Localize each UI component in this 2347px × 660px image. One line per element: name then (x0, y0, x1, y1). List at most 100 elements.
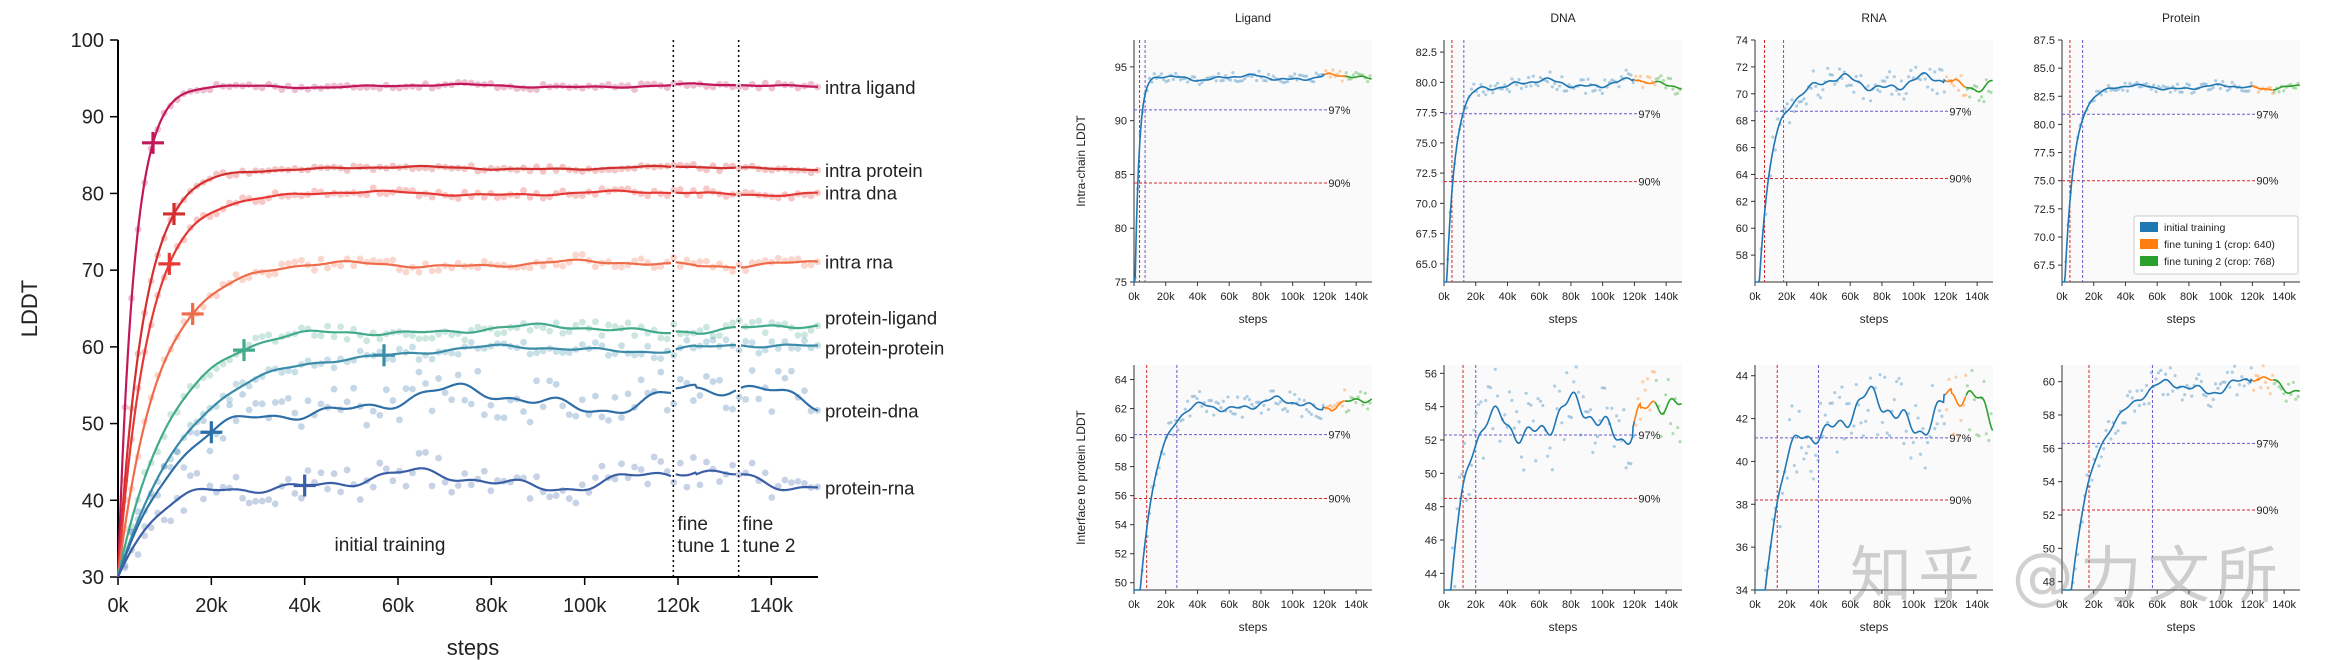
scatter-point (578, 396, 586, 404)
panel-scatter-point (1902, 441, 1906, 446)
panel-x-label: steps (1860, 312, 1889, 326)
scatter-point (213, 365, 220, 372)
scatter-point (350, 384, 358, 392)
panel-scatter-point (2114, 88, 2118, 93)
panel-scatter-point (1214, 79, 1218, 83)
panel-scatter-point (1833, 391, 1837, 395)
panel-x-tick-label: 20k (1157, 291, 1175, 303)
series-label: protein-ligand (825, 307, 937, 328)
threshold-90-label: 90% (1328, 494, 1350, 506)
panel-scatter-point (1262, 78, 1266, 83)
panel-scatter-point (2128, 390, 2132, 394)
scatter-point (703, 373, 710, 380)
panel-scatter-point (1510, 398, 1514, 402)
scatter-point (598, 332, 606, 339)
scatter-point (631, 463, 638, 471)
scatter-point (389, 356, 397, 363)
scatter-point (592, 263, 599, 271)
panel-scatter-point (1476, 403, 1481, 407)
scatter-point (807, 261, 815, 269)
panel-scatter-point (1676, 426, 1680, 430)
panel-scatter-point (1977, 434, 1981, 438)
panel-scatter-point (1899, 382, 1904, 386)
scatter-point (761, 329, 769, 337)
scatter-point (402, 268, 410, 276)
panel-scatter-point (1923, 77, 1927, 81)
panel-y-tick-label: 42 (1736, 414, 1748, 426)
panel-scatter-point (2085, 473, 2089, 477)
panel-scatter-point (1255, 400, 1259, 404)
panel-scatter-point (1288, 75, 1292, 79)
scatter-point (258, 400, 266, 408)
panel-y-tick-label: 58 (1736, 250, 1748, 262)
panel-scatter-point (1257, 69, 1261, 73)
panel-scatter-point (2256, 374, 2261, 378)
panel-scatter-point (2261, 364, 2265, 368)
panel-y-tick-label: 54 (1115, 520, 1127, 532)
panel-scatter-point (1634, 74, 1638, 78)
panel-scatter-point (2121, 88, 2125, 92)
panel-line (1654, 397, 1683, 415)
scatter-point (735, 346, 743, 354)
panel-scatter-point (1909, 456, 1913, 460)
scatter-point (801, 262, 808, 269)
scatter-point (631, 332, 638, 339)
panel-scatter-point (2240, 88, 2244, 93)
panel-x-tick-label: 80k (1562, 599, 1580, 611)
panel-intra-rna: RNA 58 60 62 64 66 68 70 72 74 0k 20k 40k 60k 80k 100k 1… (1736, 11, 1993, 326)
panel-line (1965, 389, 1994, 431)
panel-scatter-point (1593, 441, 1597, 445)
panel-scatter-point (1780, 491, 1785, 495)
scatter-point (611, 393, 619, 401)
panel-scatter-point (1474, 411, 1478, 415)
scatter-point (742, 267, 750, 274)
panel-y-tick-label: 70 (1736, 89, 1748, 101)
legend-entry: fine tuning 2 (crop: 768) (2164, 256, 2275, 268)
panel-scatter-point (1293, 72, 1297, 76)
panel-scatter-point (1212, 413, 1216, 417)
scatter-point (748, 367, 756, 374)
panel-scatter-point (1928, 435, 1932, 439)
scatter-point (703, 458, 710, 466)
scatter-point (578, 192, 586, 200)
scatter-point (520, 338, 527, 346)
panel-scatter-point (1169, 420, 1173, 424)
scatter-point (703, 185, 710, 193)
panel-line (1134, 395, 1325, 591)
panel-x-tick-label: 20k (2085, 291, 2103, 303)
panel-scatter-point (1278, 79, 1283, 83)
panel-scatter-point (1205, 76, 1209, 80)
panel-y-tick-label: 75.0 (2034, 176, 2055, 188)
panel-scatter-point (2166, 392, 2170, 397)
panel-scatter-point (1826, 421, 1830, 425)
legend-swatch (2140, 256, 2158, 266)
scatter-point (552, 380, 560, 388)
panel-scatter-point (2247, 89, 2251, 93)
scatter-point (389, 477, 397, 485)
panel-scatter-point (1221, 399, 1225, 403)
panel-scatter-point (1659, 74, 1663, 78)
panel-x-tick-label: 0k (1749, 599, 1761, 611)
panel-scatter-point (1778, 524, 1782, 529)
panel-scatter-point (1648, 75, 1652, 80)
panel-scatter-point (1283, 80, 1287, 84)
series-line (116, 258, 671, 578)
panel-scatter-point (1916, 416, 1920, 420)
panel-x-tick-label: 140k (1965, 291, 1989, 303)
panel-y-tick-label: 65.0 (1416, 259, 1437, 271)
panel-y-tick-label: 77.5 (1416, 108, 1437, 120)
panel-x-tick-label: 100k (2209, 599, 2233, 611)
panel-scatter-point (1181, 77, 1185, 81)
panel-y-tick-label: 62 (1115, 404, 1127, 416)
panel-scatter-point (2135, 389, 2139, 393)
scatter-point (539, 324, 547, 332)
panel-scatter-point (1347, 408, 1351, 413)
panel-scatter-point (1245, 394, 1249, 399)
panel-scatter-point (2121, 421, 2125, 425)
panel-x-tick-label: 80k (2180, 599, 2198, 611)
scatter-point (670, 254, 678, 262)
panel-line (1133, 73, 1325, 283)
panel-scatter-point (1152, 72, 1156, 76)
panel-scatter-point (1541, 403, 1545, 408)
panel-line (2273, 84, 2300, 91)
